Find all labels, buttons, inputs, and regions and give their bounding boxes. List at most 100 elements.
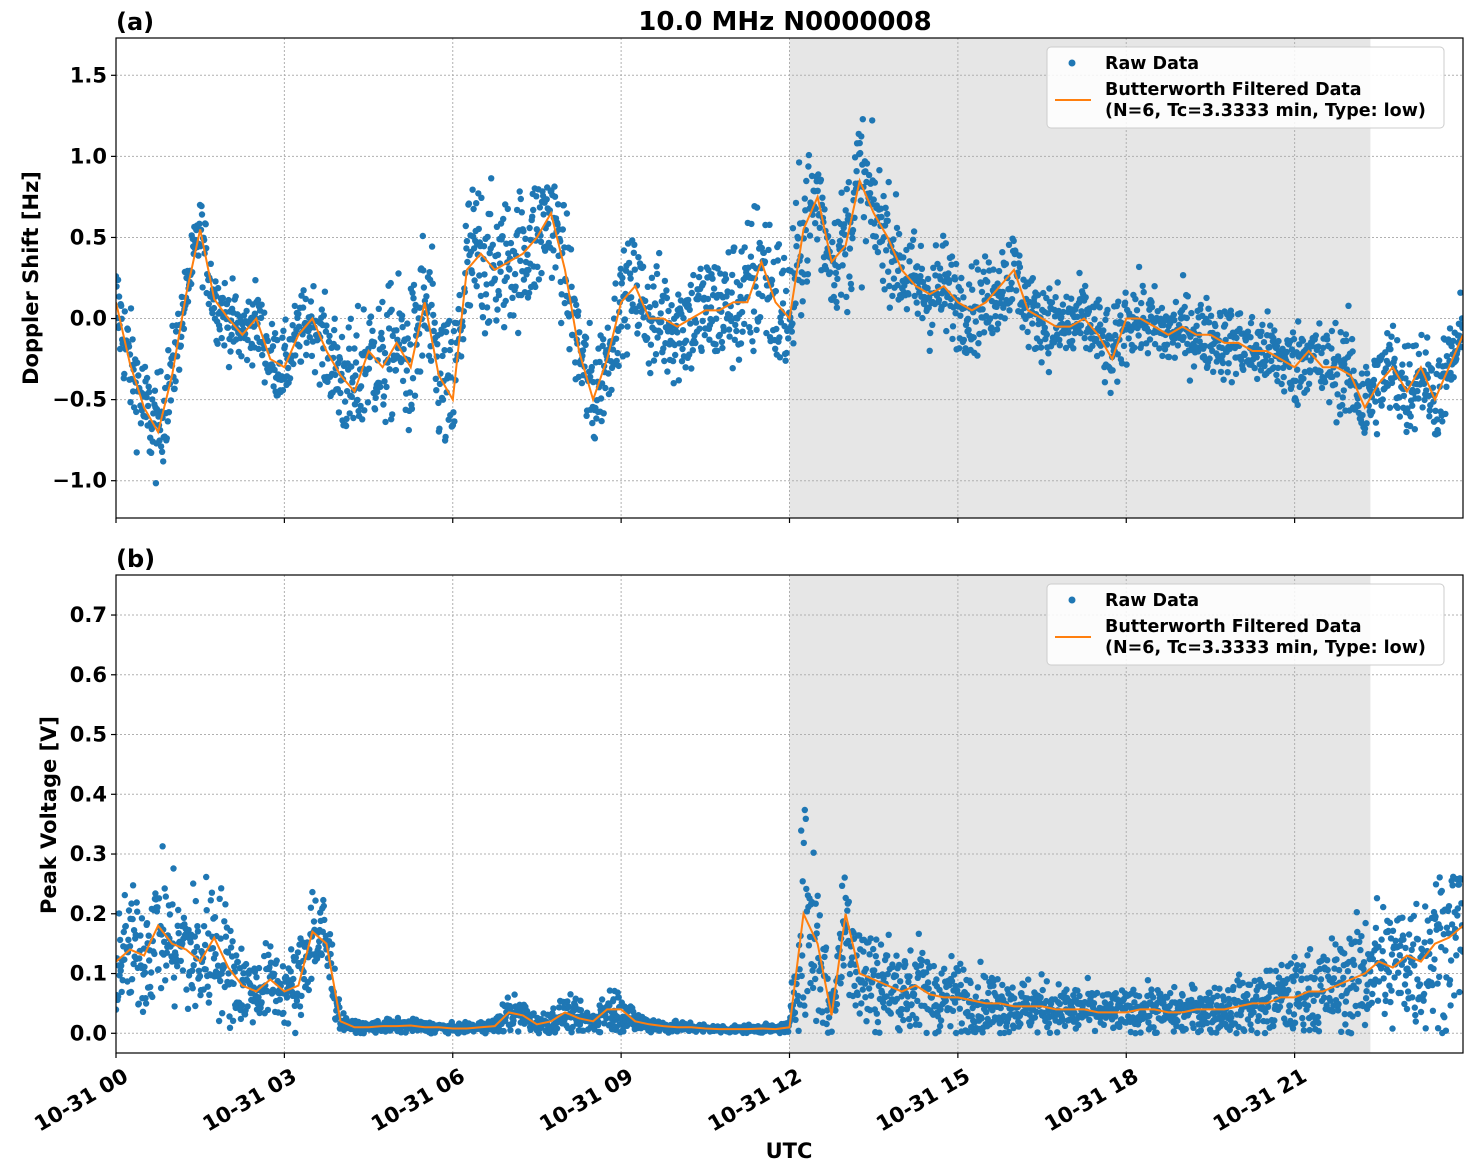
raw-data-point <box>753 326 760 334</box>
raw-data-point <box>428 243 436 250</box>
raw-data-point <box>814 236 821 243</box>
raw-data-point <box>403 367 410 374</box>
raw-data-point <box>887 1010 894 1017</box>
raw-data-point <box>974 984 982 991</box>
raw-data-point <box>128 976 136 983</box>
raw-data-point <box>523 1007 531 1015</box>
raw-data-point <box>884 210 891 218</box>
raw-data-point <box>430 311 437 319</box>
raw-data-point <box>831 282 838 289</box>
raw-data-point <box>987 315 994 322</box>
raw-data-point <box>458 353 465 360</box>
raw-data-point <box>473 283 480 290</box>
raw-data-point <box>252 277 259 284</box>
raw-data-point <box>307 298 315 305</box>
raw-data-point <box>789 225 797 232</box>
raw-data-point <box>747 253 755 260</box>
raw-data-point <box>838 973 845 981</box>
raw-data-point <box>821 953 828 961</box>
raw-data-point <box>675 291 682 298</box>
raw-data-point <box>553 1025 561 1032</box>
raw-data-point <box>746 324 753 331</box>
raw-data-point <box>803 177 810 185</box>
raw-data-point <box>598 996 606 1003</box>
raw-data-point <box>1363 420 1370 427</box>
raw-data-point <box>1305 985 1312 992</box>
raw-data-point <box>1275 974 1283 981</box>
raw-data-point <box>845 179 852 186</box>
raw-data-point <box>611 295 618 302</box>
raw-data-point <box>942 997 949 1004</box>
raw-data-point <box>1148 303 1156 311</box>
raw-data-point <box>579 1027 587 1034</box>
raw-data-point <box>1387 346 1394 353</box>
raw-data-point <box>455 305 462 313</box>
raw-data-point <box>157 443 165 450</box>
raw-data-point <box>365 365 373 372</box>
raw-data-point <box>526 224 533 232</box>
raw-data-point <box>1112 331 1119 339</box>
raw-data-point <box>226 1013 233 1020</box>
raw-data-point <box>775 241 783 248</box>
raw-data-point <box>175 930 182 937</box>
raw-data-point <box>116 993 122 1000</box>
raw-data-point <box>1254 375 1261 383</box>
raw-data-point <box>226 1024 234 1032</box>
raw-data-point <box>605 370 612 377</box>
raw-data-point <box>1226 1001 1233 1008</box>
raw-data-point <box>1170 1028 1178 1035</box>
raw-data-point <box>906 973 913 980</box>
raw-data-point <box>154 904 161 911</box>
raw-data-point <box>291 302 298 310</box>
raw-data-point <box>509 294 516 301</box>
raw-data-point <box>503 274 510 281</box>
raw-data-point <box>973 259 980 266</box>
raw-data-point <box>145 383 152 390</box>
raw-data-point <box>918 265 926 272</box>
raw-data-point <box>1407 413 1414 420</box>
raw-data-point <box>844 907 851 914</box>
raw-data-point <box>817 176 825 183</box>
raw-data-point <box>938 970 945 977</box>
raw-data-point <box>224 949 232 956</box>
raw-data-point <box>303 351 310 359</box>
raw-data-point <box>243 356 251 364</box>
raw-data-point <box>340 1010 347 1017</box>
raw-data-point <box>129 882 137 889</box>
raw-data-point <box>1369 408 1376 415</box>
raw-data-point <box>118 962 125 969</box>
raw-data-point <box>866 951 873 958</box>
raw-data-point <box>660 345 667 352</box>
raw-data-point <box>1182 1025 1189 1033</box>
raw-data-point <box>191 948 198 956</box>
raw-data-point <box>1359 380 1367 388</box>
raw-data-point <box>575 308 582 315</box>
raw-data-point <box>1138 299 1145 307</box>
raw-data-point <box>1317 368 1324 375</box>
raw-data-point <box>801 195 808 202</box>
raw-data-point <box>1132 1030 1139 1037</box>
raw-data-point <box>1299 337 1307 344</box>
raw-data-point <box>537 238 545 245</box>
raw-data-point <box>116 936 124 944</box>
raw-data-point <box>631 241 638 248</box>
raw-data-point <box>1314 1013 1322 1021</box>
raw-data-point <box>187 939 194 946</box>
raw-data-point <box>578 379 586 387</box>
raw-data-point <box>185 926 192 934</box>
raw-data-point <box>821 206 828 213</box>
raw-data-point <box>336 355 344 363</box>
raw-data-point <box>134 359 141 366</box>
raw-data-point <box>369 327 376 334</box>
raw-data-point <box>897 1011 904 1018</box>
raw-data-point <box>1450 337 1457 345</box>
raw-data-point <box>331 965 338 972</box>
raw-data-point <box>127 305 135 312</box>
raw-data-point <box>267 943 274 950</box>
raw-data-point <box>151 950 158 958</box>
raw-data-point <box>410 281 418 289</box>
raw-data-point <box>670 380 677 387</box>
raw-data-point <box>466 302 474 309</box>
raw-data-point <box>1001 315 1008 322</box>
raw-data-point <box>1296 383 1303 391</box>
